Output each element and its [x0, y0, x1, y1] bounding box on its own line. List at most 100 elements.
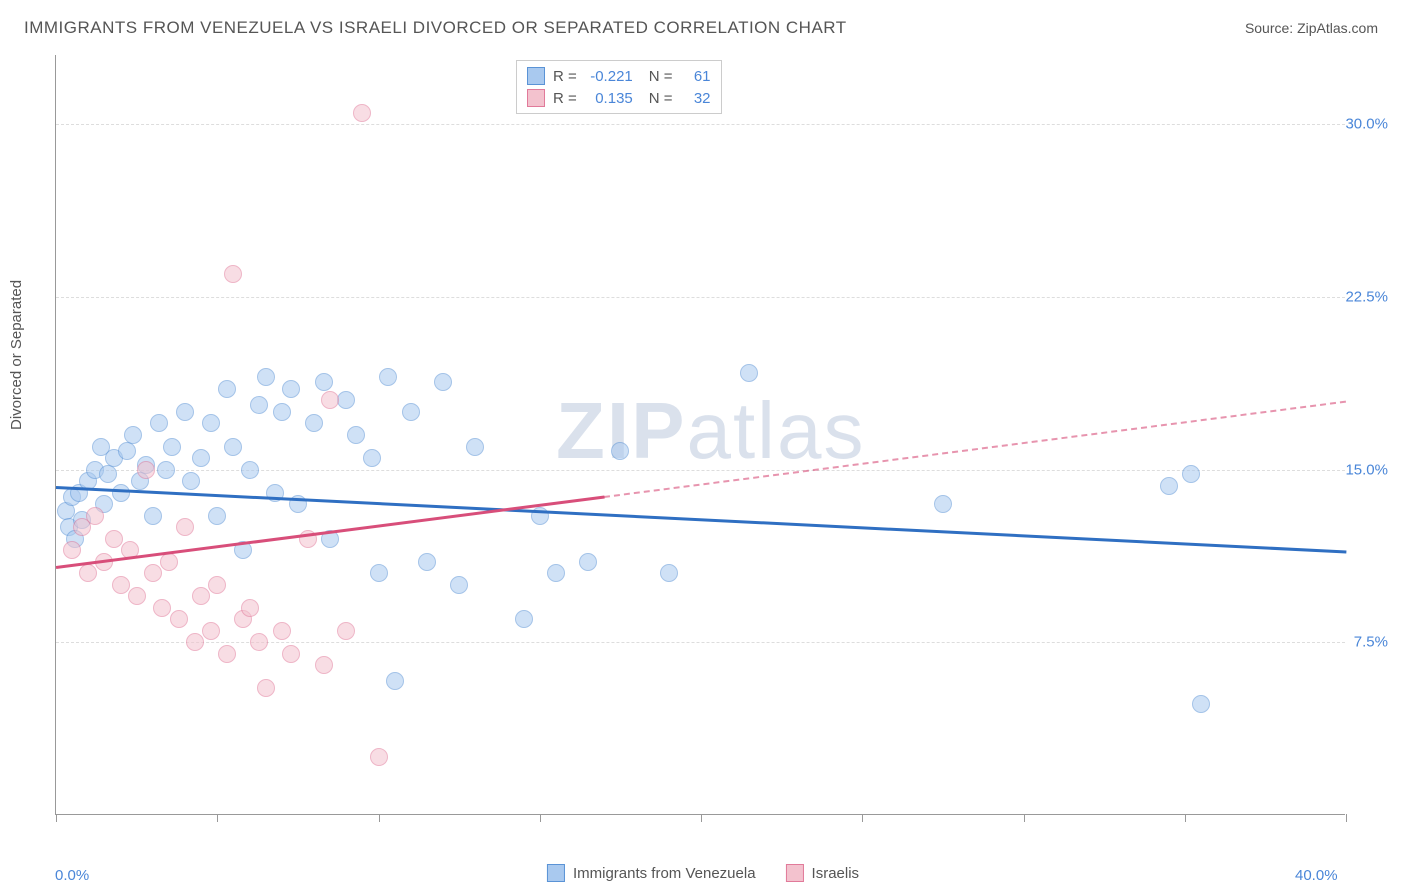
stats-n-value: 61	[681, 68, 711, 85]
scatter-point	[79, 564, 97, 582]
scatter-point	[321, 391, 339, 409]
scatter-point	[379, 368, 397, 386]
legend-swatch	[547, 864, 565, 882]
scatter-point	[257, 679, 275, 697]
scatter-point	[99, 465, 117, 483]
scatter-point	[370, 748, 388, 766]
scatter-point	[144, 564, 162, 582]
scatter-point	[160, 553, 178, 571]
scatter-point	[224, 265, 242, 283]
x-tick	[379, 814, 380, 822]
y-axis-label: Divorced or Separated	[8, 280, 25, 430]
scatter-point	[315, 373, 333, 391]
scatter-point	[128, 587, 146, 605]
scatter-point	[250, 633, 268, 651]
scatter-point	[241, 461, 259, 479]
scatter-point	[315, 656, 333, 674]
stats-swatch	[527, 67, 545, 85]
scatter-point	[105, 530, 123, 548]
scatter-point	[157, 461, 175, 479]
chart-title: IMMIGRANTS FROM VENEZUELA VS ISRAELI DIV…	[24, 18, 847, 38]
scatter-point	[118, 442, 136, 460]
trend-line	[604, 400, 1346, 497]
scatter-point	[611, 442, 629, 460]
scatter-point	[579, 553, 597, 571]
scatter-point	[186, 633, 204, 651]
scatter-point	[153, 599, 171, 617]
scatter-point	[434, 373, 452, 391]
scatter-point	[347, 426, 365, 444]
scatter-point	[273, 403, 291, 421]
gridline-horizontal	[56, 124, 1345, 125]
scatter-point	[112, 484, 130, 502]
scatter-point	[386, 672, 404, 690]
stats-r-value: -0.221	[585, 68, 633, 85]
y-tick-label: 30.0%	[1345, 116, 1388, 133]
legend-label: Israelis	[812, 865, 860, 882]
scatter-point	[402, 403, 420, 421]
y-tick-label: 7.5%	[1354, 634, 1388, 651]
scatter-point	[63, 541, 81, 559]
scatter-point	[418, 553, 436, 571]
scatter-point	[282, 645, 300, 663]
y-tick-label: 15.0%	[1345, 461, 1388, 478]
scatter-point	[305, 414, 323, 432]
scatter-point	[86, 507, 104, 525]
stats-r-label: R =	[553, 68, 577, 85]
scatter-point	[144, 507, 162, 525]
stats-swatch	[527, 89, 545, 107]
scatter-point	[192, 449, 210, 467]
trend-line	[56, 496, 605, 569]
x-tick	[217, 814, 218, 822]
scatter-point	[182, 472, 200, 490]
legend-label: Immigrants from Venezuela	[573, 865, 756, 882]
scatter-point	[150, 414, 168, 432]
scatter-point	[1160, 477, 1178, 495]
stats-n-label: N =	[649, 90, 673, 107]
stats-n-value: 32	[681, 90, 711, 107]
legend-item-venezuela: Immigrants from Venezuela	[547, 864, 756, 882]
watermark-bold: ZIP	[556, 386, 686, 475]
x-tick	[56, 814, 57, 822]
scatter-point	[137, 461, 155, 479]
scatter-point	[273, 622, 291, 640]
scatter-point	[337, 622, 355, 640]
scatter-point	[176, 403, 194, 421]
scatter-point	[202, 622, 220, 640]
scatter-point	[250, 396, 268, 414]
source-label: Source:	[1245, 20, 1297, 36]
scatter-point	[163, 438, 181, 456]
x-tick	[540, 814, 541, 822]
y-tick-label: 22.5%	[1345, 288, 1388, 305]
x-tick	[701, 814, 702, 822]
source-attribution: Source: ZipAtlas.com	[1245, 20, 1378, 36]
stats-row: R =0.135N =32	[527, 87, 711, 109]
x-tick-label: 40.0%	[1295, 867, 1338, 884]
scatter-point	[124, 426, 142, 444]
scatter-point	[450, 576, 468, 594]
plot-area: ZIPatlas R =-0.221N =61R =0.135N =32	[55, 55, 1345, 815]
legend-item-israelis: Israelis	[786, 864, 860, 882]
scatter-point	[202, 414, 220, 432]
stats-r-value: 0.135	[585, 90, 633, 107]
scatter-point	[176, 518, 194, 536]
scatter-point	[208, 576, 226, 594]
scatter-point	[353, 104, 371, 122]
x-tick	[862, 814, 863, 822]
source-value: ZipAtlas.com	[1297, 20, 1378, 36]
scatter-point	[224, 438, 242, 456]
scatter-point	[282, 380, 300, 398]
watermark-light: atlas	[686, 386, 865, 475]
scatter-point	[337, 391, 355, 409]
scatter-point	[257, 368, 275, 386]
scatter-point	[241, 599, 259, 617]
x-tick	[1346, 814, 1347, 822]
scatter-point	[1182, 465, 1200, 483]
scatter-point	[1192, 695, 1210, 713]
gridline-horizontal	[56, 297, 1345, 298]
scatter-point	[218, 380, 236, 398]
legend: Immigrants from Venezuela Israelis	[547, 864, 859, 882]
scatter-point	[660, 564, 678, 582]
stats-row: R =-0.221N =61	[527, 65, 711, 87]
scatter-point	[740, 364, 758, 382]
